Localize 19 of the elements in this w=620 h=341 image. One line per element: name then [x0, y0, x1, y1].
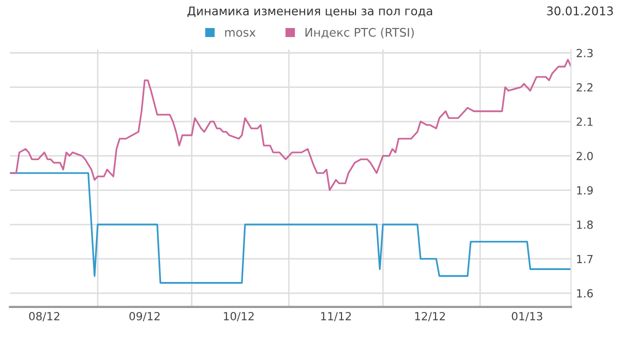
- y-tick-label: 2.3: [576, 48, 593, 58]
- y-tick-label: 1.9: [577, 186, 593, 195]
- x-tick-label: 11/12: [321, 312, 351, 322]
- y-tick-label: 1.7: [577, 254, 593, 264]
- y-tick-label: 1.6: [577, 289, 593, 298]
- x-tick-label: 09/12: [129, 312, 160, 322]
- x-tick-label: 01/13: [512, 312, 542, 322]
- legend-label: mosx: [225, 30, 256, 37]
- x-tick-label: 12/12: [415, 312, 445, 322]
- x-tick-label: 10/12: [224, 312, 254, 322]
- y-tick-label: 1.8: [577, 220, 593, 229]
- y-tick-label: 2.1: [576, 118, 593, 126]
- legend-label: Индекс РТС (RTSI): [306, 28, 414, 38]
- y-tick-label: 2.0: [576, 152, 593, 160]
- line-series: [10, 58, 572, 192]
- y-tick-label: 2.2: [576, 83, 592, 92]
- x-tick-label: 08/12: [29, 312, 60, 322]
- chart-title: Динамика изменения цены за пол года: [187, 6, 432, 18]
- text: 30.01.2013: [547, 6, 613, 16]
